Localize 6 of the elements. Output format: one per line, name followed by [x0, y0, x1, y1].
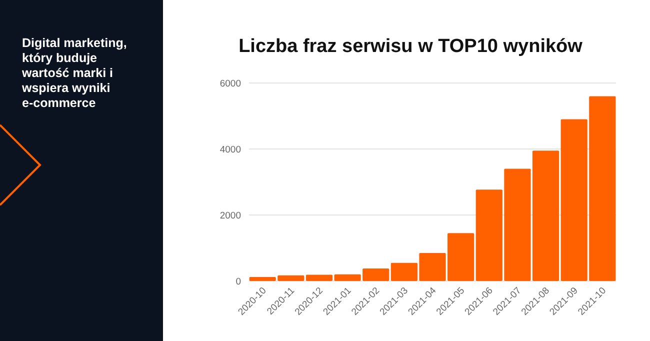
y-tick-label: 4000	[220, 144, 241, 156]
y-tick-label: 2000	[220, 210, 241, 222]
chart-title: Liczba fraz serwisu w TOP10 wyników	[238, 36, 583, 57]
y-tick-label: 6000	[220, 78, 241, 90]
text: Digital marketing, który buduje wartość marki i wspiera wyniki e-commerce	[21, 36, 127, 110]
y-tick-label: 0	[236, 276, 241, 288]
